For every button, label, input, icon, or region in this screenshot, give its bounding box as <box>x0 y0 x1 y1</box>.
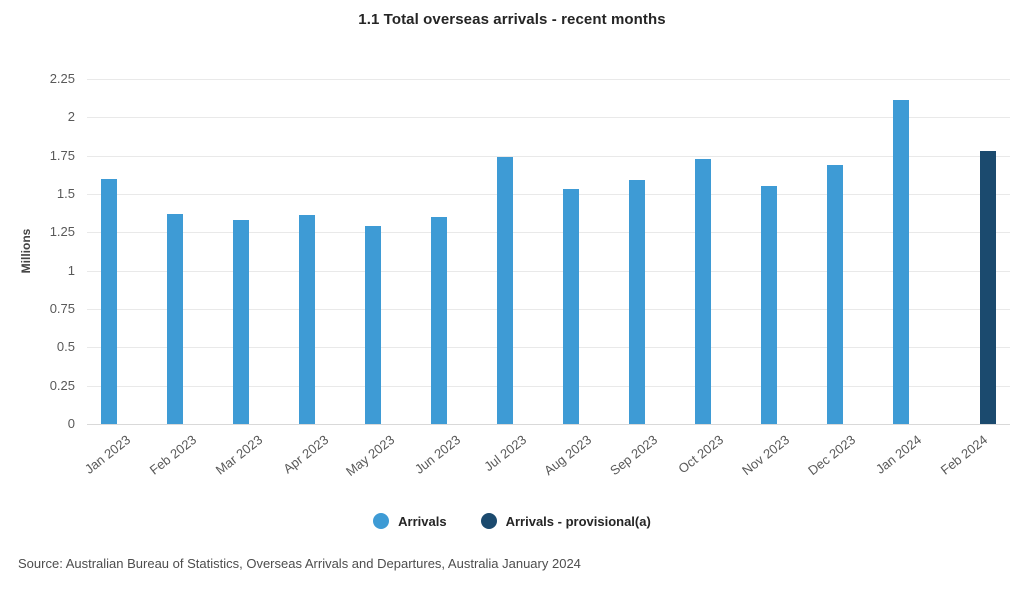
legend-swatch-arrivals <box>373 513 390 529</box>
x-tick-label: Jul 2023 <box>480 432 529 475</box>
y-tick-label: 0.5 <box>56 339 75 355</box>
legend-label-arrivals-provisional: Arrivals - provisional(a) <box>505 513 651 529</box>
bar-dec-2023[interactable] <box>826 164 843 424</box>
bar-sep-2023[interactable] <box>628 180 645 424</box>
y-tick-label: 1 <box>67 262 75 278</box>
legend-item-arrivals[interactable]: Arrivals <box>373 513 447 529</box>
y-tick-label: 0 <box>67 416 75 431</box>
y-tick-label: 1.5 <box>56 186 75 201</box>
x-tick-label: Jan 2024 <box>872 432 925 477</box>
bar-oct-2023[interactable] <box>694 158 711 424</box>
legend-swatch-arrivals-provisional <box>480 513 497 529</box>
gridline <box>87 347 1010 349</box>
x-tick-label: Sep 2023 <box>607 432 661 479</box>
gridline <box>87 155 1010 157</box>
x-tick-label: Apr 2023 <box>280 432 331 477</box>
gridline <box>87 117 1010 119</box>
bar-nov-2023[interactable] <box>760 186 777 424</box>
x-tick-label: Feb 2023 <box>146 432 200 478</box>
gridline <box>87 385 1010 387</box>
x-tick-label: Jun 2023 <box>411 432 463 477</box>
y-tick-label: 1.25 <box>49 224 75 240</box>
y-tick-label: 1.75 <box>49 147 75 163</box>
bar-apr-2023[interactable] <box>299 215 316 424</box>
x-tick-label: Aug 2023 <box>541 432 595 479</box>
x-tick-label: Mar 2023 <box>212 432 266 478</box>
x-axis-baseline <box>87 424 1010 425</box>
bar-may-2023[interactable] <box>365 226 382 424</box>
y-tick-label: 2.25 <box>49 71 75 86</box>
chart-title: 1.1 Total overseas arrivals - recent mon… <box>358 11 666 28</box>
x-tick-label: May 2023 <box>342 432 397 479</box>
bar-jul-2023[interactable] <box>497 157 514 424</box>
x-tick-label: Feb 2024 <box>937 432 991 478</box>
gridline <box>87 309 1010 310</box>
x-tick-label: Nov 2023 <box>739 432 793 479</box>
x-tick-label: Oct 2023 <box>675 432 727 477</box>
y-tick-label: 0.75 <box>49 301 75 316</box>
gridline <box>87 270 1010 272</box>
bar-jan-2024[interactable] <box>892 100 909 424</box>
bar-aug-2023[interactable] <box>562 189 579 424</box>
bar-jan-2023[interactable] <box>101 178 118 424</box>
y-tick-label: 0.25 <box>49 377 75 393</box>
gridline <box>87 232 1010 234</box>
bar-jun-2023[interactable] <box>431 217 448 424</box>
x-tick-label: Jan 2023 <box>81 432 134 477</box>
source-note: Source: Australian Bureau of Statistics,… <box>18 556 581 571</box>
gridline <box>87 79 1010 80</box>
legend-label-arrivals: Arrivals <box>398 513 447 529</box>
x-tick-label: Dec 2023 <box>805 432 859 479</box>
gridline <box>87 194 1010 195</box>
bar-mar-2023[interactable] <box>233 220 250 424</box>
y-tick-label: 2 <box>67 109 75 125</box>
bar-feb-2023[interactable] <box>167 213 184 424</box>
bar-feb-2024[interactable] <box>979 151 996 424</box>
legend: Arrivals Arrivals - provisional(a) <box>0 513 1024 529</box>
legend-item-arrivals-provisional[interactable]: Arrivals - provisional(a) <box>480 513 651 529</box>
